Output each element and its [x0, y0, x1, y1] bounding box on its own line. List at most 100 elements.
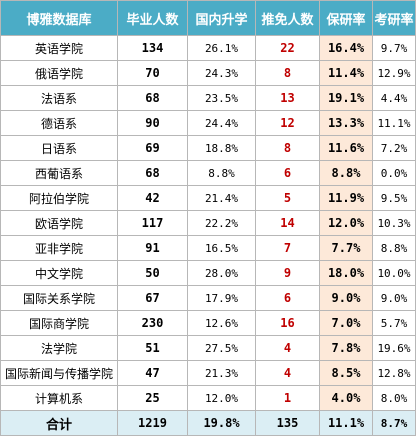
table-row: 德语系 90 24.4% 12 13.3% 11.1% [0, 110, 416, 136]
tuimian-count: 16 [255, 310, 320, 336]
baoyan-rate: 13.3% [319, 110, 373, 136]
baoyan-rate: 7.8% [319, 335, 373, 361]
department-name: 法学院 [0, 335, 118, 361]
domestic-rate: 22.2% [187, 210, 256, 236]
graduates-count: 68 [117, 160, 188, 186]
baoyan-rate: 11.4% [319, 60, 373, 86]
tuimian-count: 13 [255, 85, 320, 111]
header-cell: 博雅数据库 [0, 0, 118, 36]
tuimian-count: 1 [255, 385, 320, 411]
kaoyan-rate: 19.6% [372, 335, 416, 361]
table-row: 国际新闻与传播学院 47 21.3% 4 8.5% 12.8% [0, 360, 416, 386]
tuimian-count: 7 [255, 235, 320, 261]
kaoyan-rate: 12.8% [372, 360, 416, 386]
total-label: 合计 [0, 410, 118, 436]
table-row: 欧语学院 117 22.2% 14 12.0% 10.3% [0, 210, 416, 236]
tuimian-count: 9 [255, 260, 320, 286]
table-row: 国际关系学院 67 17.9% 6 9.0% 9.0% [0, 285, 416, 311]
kaoyan-rate: 12.9% [372, 60, 416, 86]
graduates-count: 68 [117, 85, 188, 111]
tuimian-count: 4 [255, 335, 320, 361]
domestic-rate: 17.9% [187, 285, 256, 311]
department-name: 欧语学院 [0, 210, 118, 236]
department-name: 法语系 [0, 85, 118, 111]
graduates-count: 134 [117, 35, 188, 61]
tuimian-count: 4 [255, 360, 320, 386]
domestic-rate: 23.5% [187, 85, 256, 111]
domestic-rate: 18.8% [187, 135, 256, 161]
baoyan-rate: 11.6% [319, 135, 373, 161]
table-row: 亚非学院 91 16.5% 7 7.7% 8.8% [0, 235, 416, 261]
total-row: 合计 1219 19.8% 135 11.1% 8.7% [0, 410, 416, 436]
domestic-rate: 12.0% [187, 385, 256, 411]
tuimian-count: 22 [255, 35, 320, 61]
kaoyan-rate: 5.7% [372, 310, 416, 336]
kaoyan-rate: 10.0% [372, 260, 416, 286]
department-name: 计算机系 [0, 385, 118, 411]
table-row: 法语系 68 23.5% 13 19.1% 4.4% [0, 85, 416, 111]
baoyan-rate: 18.0% [319, 260, 373, 286]
domestic-rate: 21.4% [187, 185, 256, 211]
tuimian-count: 8 [255, 60, 320, 86]
baoyan-rate: 9.0% [319, 285, 373, 311]
table-row: 计算机系 25 12.0% 1 4.0% 8.0% [0, 385, 416, 411]
graduates-count: 51 [117, 335, 188, 361]
kaoyan-rate: 0.0% [372, 160, 416, 186]
graduates-count: 117 [117, 210, 188, 236]
graduates-count: 25 [117, 385, 188, 411]
header-cell: 考研率 [372, 0, 416, 36]
tuimian-count: 14 [255, 210, 320, 236]
domestic-rate: 28.0% [187, 260, 256, 286]
department-name: 中文学院 [0, 260, 118, 286]
tuimian-count: 6 [255, 160, 320, 186]
department-name: 日语系 [0, 135, 118, 161]
department-name: 亚非学院 [0, 235, 118, 261]
total-baoyan: 11.1% [319, 410, 373, 436]
kaoyan-rate: 8.0% [372, 385, 416, 411]
department-name: 国际关系学院 [0, 285, 118, 311]
graduates-count: 90 [117, 110, 188, 136]
domestic-rate: 21.3% [187, 360, 256, 386]
baoyan-rate: 7.0% [319, 310, 373, 336]
kaoyan-rate: 7.2% [372, 135, 416, 161]
total-tuimian: 135 [255, 410, 320, 436]
graduates-count: 230 [117, 310, 188, 336]
baoyan-rate: 12.0% [319, 210, 373, 236]
department-name: 西葡语系 [0, 160, 118, 186]
department-name: 国际新闻与传播学院 [0, 360, 118, 386]
total-grads: 1219 [117, 410, 188, 436]
table-row: 西葡语系 68 8.8% 6 8.8% 0.0% [0, 160, 416, 186]
header-cell: 推免人数 [255, 0, 320, 36]
department-name: 德语系 [0, 110, 118, 136]
domestic-rate: 16.5% [187, 235, 256, 261]
graduates-count: 50 [117, 260, 188, 286]
kaoyan-rate: 9.0% [372, 285, 416, 311]
table-row: 法学院 51 27.5% 4 7.8% 19.6% [0, 335, 416, 361]
domestic-rate: 24.4% [187, 110, 256, 136]
table-row: 英语学院 134 26.1% 22 16.4% 9.7% [0, 35, 416, 61]
total-domestic: 19.8% [187, 410, 256, 436]
header-cell: 毕业人数 [117, 0, 188, 36]
graduates-count: 47 [117, 360, 188, 386]
baoyan-rate: 16.4% [319, 35, 373, 61]
tuimian-count: 5 [255, 185, 320, 211]
kaoyan-rate: 9.5% [372, 185, 416, 211]
domestic-rate: 24.3% [187, 60, 256, 86]
table-row: 中文学院 50 28.0% 9 18.0% 10.0% [0, 260, 416, 286]
header-cell: 保研率 [319, 0, 373, 36]
kaoyan-rate: 11.1% [372, 110, 416, 136]
total-kaoyan: 8.7% [372, 410, 416, 436]
tuimian-count: 8 [255, 135, 320, 161]
table-row: 阿拉伯学院 42 21.4% 5 11.9% 9.5% [0, 185, 416, 211]
graduates-count: 67 [117, 285, 188, 311]
graduates-count: 70 [117, 60, 188, 86]
kaoyan-rate: 8.8% [372, 235, 416, 261]
tuimian-count: 12 [255, 110, 320, 136]
graduates-count: 69 [117, 135, 188, 161]
domestic-rate: 27.5% [187, 335, 256, 361]
baoyan-rate: 19.1% [319, 85, 373, 111]
department-name: 阿拉伯学院 [0, 185, 118, 211]
table-row: 日语系 69 18.8% 8 11.6% 7.2% [0, 135, 416, 161]
department-name: 国际商学院 [0, 310, 118, 336]
